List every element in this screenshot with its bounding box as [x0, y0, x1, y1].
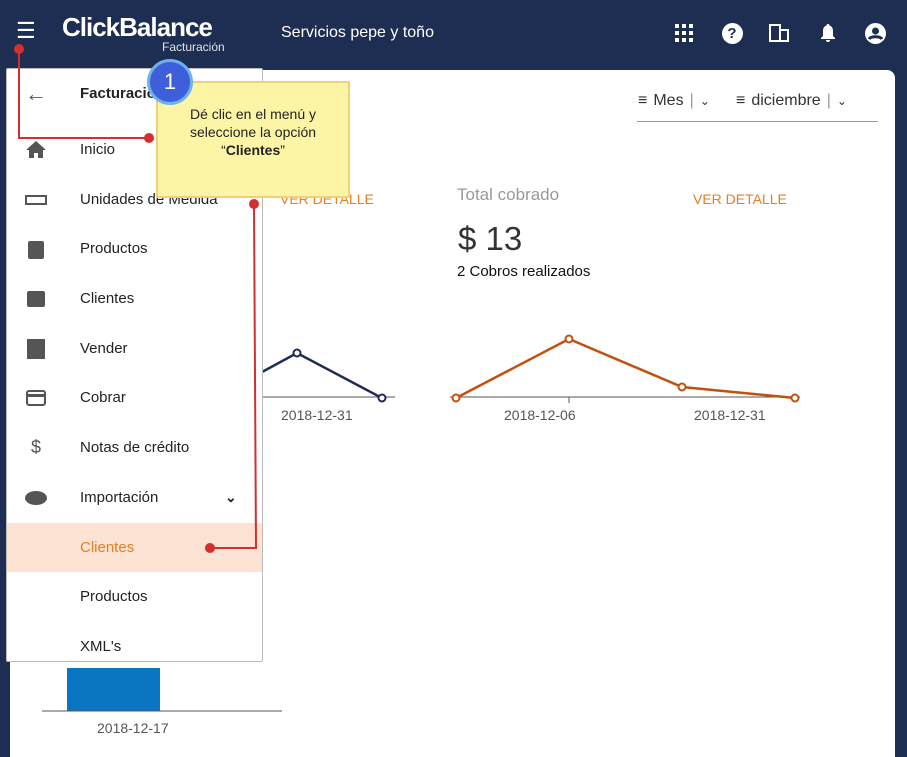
- series-line: [455, 337, 796, 400]
- app-header: [0, 0, 907, 70]
- menu-button[interactable]: ☰: [16, 18, 36, 43]
- drawer-back[interactable]: ← Facturación: [25, 80, 166, 106]
- data-point: [451, 393, 461, 403]
- tick-label: 2018-12-31: [281, 407, 353, 423]
- total-cobrado-value: $ 13: [458, 220, 523, 257]
- filter-underline: [637, 121, 878, 122]
- arrow-back-icon[interactable]: ←: [25, 80, 47, 106]
- clipboard-icon: [25, 239, 47, 259]
- chevron-down-icon: ⌄: [836, 94, 847, 108]
- tick-label: 2018-12-06: [504, 407, 576, 423]
- company-name[interactable]: Servicios pepe y toño: [281, 24, 434, 41]
- sidebar-item-productos[interactable]: Productos: [7, 224, 262, 273]
- logo: ClickBalance: [62, 12, 213, 42]
- tick-label: 2018-12-31: [694, 407, 766, 423]
- sidebar-item-cobrar[interactable]: Cobrar: [7, 373, 262, 422]
- bar: [67, 668, 160, 711]
- total-cobrado-title: Total cobrado: [457, 185, 560, 204]
- data-point: [677, 382, 687, 392]
- bell-icon[interactable]: [817, 22, 839, 44]
- tutorial-tooltip: Dé clic en el menú y seleccione la opció…: [156, 81, 350, 198]
- ruler-icon: [25, 190, 47, 210]
- tick-label: 2018-12-17: [97, 720, 169, 736]
- chevron-down-icon[interactable]: ⌄: [225, 489, 237, 505]
- cloud-upload-icon: [25, 488, 47, 508]
- account-icon[interactable]: [864, 22, 886, 44]
- month-select[interactable]: ≡ diciembre | ⌄: [736, 92, 847, 109]
- building-icon[interactable]: [768, 22, 790, 44]
- sidebar-subitem-productos[interactable]: Productos: [80, 588, 148, 605]
- logo-subtitle: Facturación: [162, 40, 225, 54]
- sidebar-item-clientes[interactable]: Clientes: [7, 274, 262, 323]
- period-select[interactable]: ≡ Mes | ⌄: [638, 92, 710, 109]
- data-point: [790, 393, 800, 403]
- sidebar-subitem-xmls[interactable]: XML's: [80, 638, 122, 655]
- sidebar-item-importacion[interactable]: Importación ⌄: [7, 473, 262, 522]
- chevron-down-icon: ⌄: [699, 94, 710, 108]
- cobros-count: 2 Cobros realizados: [457, 263, 591, 280]
- apps-icon[interactable]: [673, 22, 695, 44]
- data-point: [292, 348, 302, 358]
- data-point: [377, 393, 387, 403]
- list-icon: ≡: [736, 92, 746, 109]
- sidebar-item-notas[interactable]: $ Notas de crédito: [7, 423, 262, 472]
- list-icon: ≡: [638, 92, 648, 109]
- money-off-icon: $: [30, 437, 41, 457]
- sidebar-item-inicio[interactable]: Inicio: [7, 125, 262, 174]
- help-icon[interactable]: ?: [721, 22, 743, 44]
- home-icon: [25, 140, 47, 160]
- receipt-icon: [25, 338, 47, 359]
- data-point: [564, 334, 574, 344]
- step-badge: 1: [147, 59, 193, 105]
- sidebar-item-vender[interactable]: Vender: [7, 324, 262, 373]
- credit-card-icon: [25, 388, 47, 408]
- ver-detalle-link[interactable]: VER DETALLE: [693, 191, 787, 207]
- contacts-icon: [25, 289, 47, 309]
